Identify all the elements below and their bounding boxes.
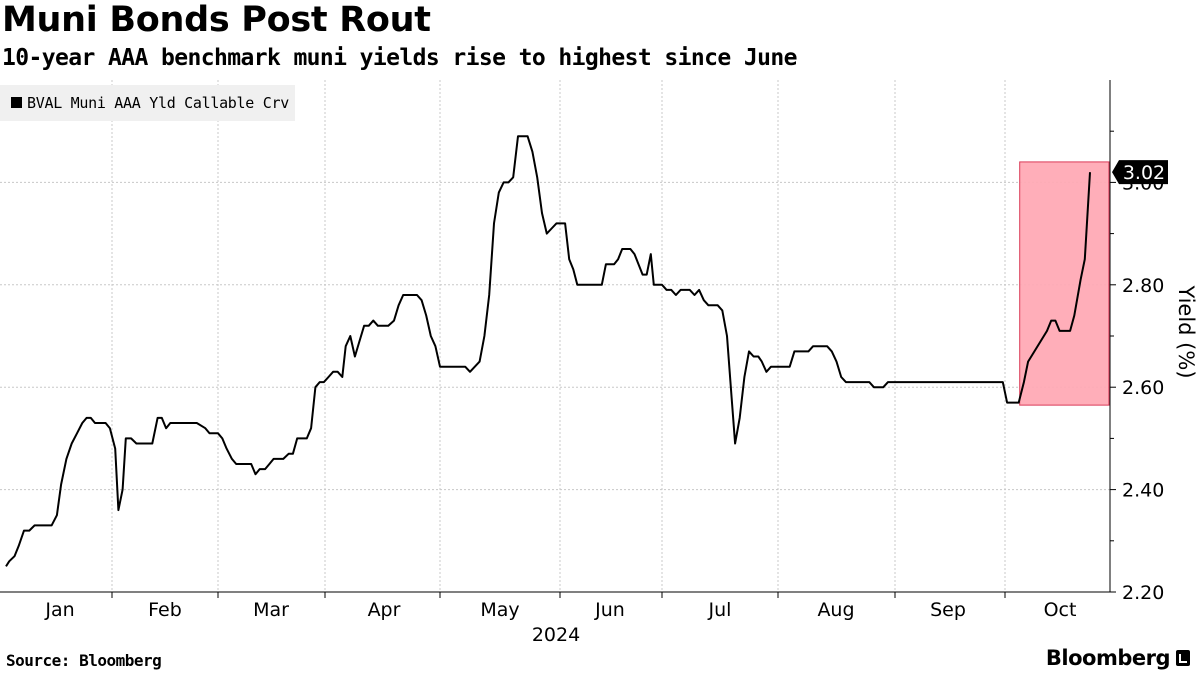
x-tick-label: Jan — [44, 599, 74, 621]
x-tick-label: Apr — [368, 599, 401, 621]
chart-title: Muni Bonds Post Rout — [2, 0, 431, 40]
source-note: Source: Bloomberg — [6, 651, 162, 670]
legend-swatch — [11, 97, 22, 108]
highlight-layer — [1019, 161, 1110, 406]
axis-layer: 2.202.402.602.803.00JanFebMarAprMayJunJu… — [0, 80, 1198, 646]
label-layer: 3.02 — [1112, 160, 1168, 185]
x-tick-label: Oct — [1044, 599, 1077, 621]
x-tick-label: May — [480, 599, 519, 621]
series-layer — [5, 135, 1091, 567]
brand-name: Bloomberg — [1045, 646, 1171, 670]
last-value-tag — [1112, 160, 1168, 185]
x-tick-label: Sep — [930, 599, 966, 621]
legend-box — [0, 85, 295, 121]
x-tick-label: Mar — [253, 599, 289, 621]
y-axis-title: Yield (%) — [1174, 284, 1198, 378]
x-tick-label: Feb — [148, 599, 182, 621]
y-tick-label: 2.20 — [1122, 582, 1164, 604]
y-tick-label: 2.60 — [1122, 377, 1164, 399]
y-tick-label: 2.40 — [1122, 480, 1164, 502]
brand-logo: Bloomberg — [1046, 646, 1190, 670]
x-tick-label: Jun — [594, 599, 625, 621]
chart-subtitle: 10-year AAA benchmark muni yields rise t… — [2, 45, 797, 71]
x-axis-year-label: 2024 — [532, 624, 580, 646]
x-tick-label: Aug — [817, 599, 854, 621]
bloomberg-terminal-icon — [1176, 650, 1190, 666]
highlight-box — [1019, 161, 1110, 406]
legend-label: BVAL Muni AAA Yld Callable Crv — [27, 94, 289, 112]
last-value-label: 3.02 — [1123, 162, 1165, 184]
series-line-bval-muni — [5, 135, 1091, 567]
legend-layer: BVAL Muni AAA Yld Callable Crv — [0, 85, 295, 121]
y-tick-label: 2.80 — [1122, 275, 1164, 297]
x-tick-label: Jul — [708, 599, 732, 621]
grid-layer — [0, 80, 1110, 593]
